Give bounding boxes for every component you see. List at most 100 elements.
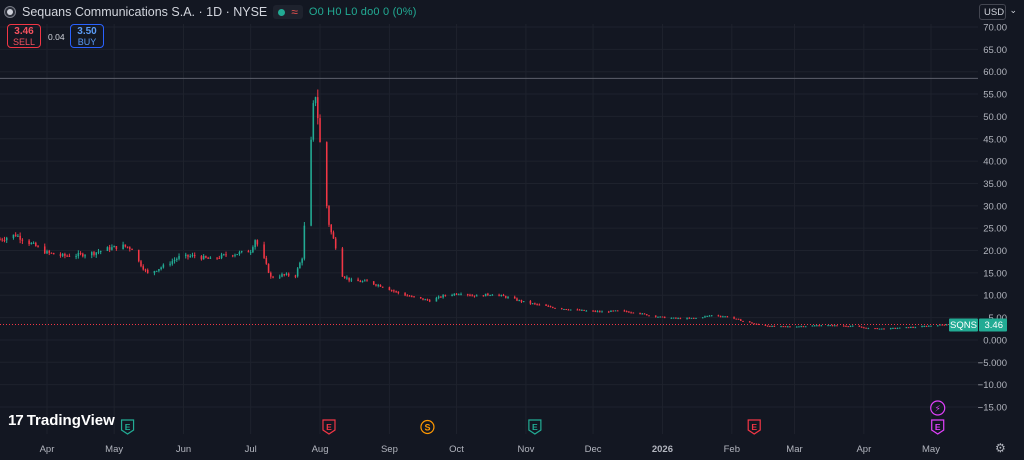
candle-body <box>14 234 17 237</box>
candle-body <box>663 316 666 319</box>
candle-body <box>892 327 894 329</box>
x-tick-label: May <box>922 444 940 455</box>
candle-body <box>388 287 391 291</box>
candle-body <box>317 97 319 119</box>
candle-body <box>766 325 769 327</box>
candle-body <box>598 311 601 313</box>
candle-body <box>162 264 165 268</box>
x-tick-label: May <box>105 444 123 455</box>
candle-body <box>249 252 252 254</box>
candle-body <box>50 252 53 254</box>
candle-body <box>583 309 585 311</box>
candle-body <box>379 284 382 287</box>
candle-body <box>359 281 362 283</box>
candle-body <box>880 328 883 330</box>
candle-body <box>84 255 86 257</box>
tradingview-logo[interactable]: 17 TradingView <box>8 412 115 429</box>
candle-body <box>66 255 68 257</box>
event-marker-earnings <box>120 419 135 435</box>
candle-body <box>90 252 93 256</box>
candle-body <box>256 240 259 245</box>
x-tick-label: Apr <box>40 444 55 455</box>
candle-body <box>202 255 205 260</box>
candle-body <box>397 291 400 294</box>
candle-body <box>795 326 798 328</box>
candle-body <box>845 325 847 327</box>
candle-body <box>348 277 350 281</box>
candle-body <box>95 252 98 255</box>
candle-body <box>30 243 33 245</box>
candle-body <box>773 325 776 327</box>
candle-body <box>925 326 928 328</box>
y-tick-label: 35.00 <box>983 179 1007 190</box>
candle-body <box>659 316 661 318</box>
candle-body <box>332 232 335 239</box>
candle-body <box>59 254 62 256</box>
candle-body <box>303 225 306 259</box>
candle-body <box>238 252 241 255</box>
candle-body <box>126 246 129 248</box>
status-pill[interactable]: ≈ <box>273 5 303 19</box>
candle-body <box>905 327 908 329</box>
candle-body <box>124 244 127 247</box>
symbol-title[interactable]: Sequans Communications S.A. · 1D · NYSE <box>22 5 268 19</box>
candle-body <box>625 310 628 312</box>
buy-button[interactable]: 3.50 BUY <box>70 24 104 48</box>
y-tick-label: 15.00 <box>983 268 1007 279</box>
sell-button[interactable]: 3.46 SELL <box>7 24 41 48</box>
candle-body <box>350 279 353 281</box>
candle-body <box>406 295 409 297</box>
candle-body <box>32 242 35 244</box>
currency-select[interactable]: USD <box>979 2 1017 20</box>
candle-body <box>428 300 431 302</box>
settings-gear-icon[interactable]: ⚙ <box>995 441 1006 455</box>
candle-body <box>207 257 209 259</box>
candle-body <box>310 139 312 226</box>
candle-body <box>408 295 411 297</box>
candle-body <box>751 322 753 324</box>
candle-body <box>831 325 834 327</box>
time-axis: Apr May Jun Jul Aug Sep Oct Nov Dec 2026 Feb Mar Apr… <box>40 444 941 455</box>
candle-body <box>404 293 406 296</box>
candle-body <box>547 305 550 307</box>
candle-body <box>585 310 588 312</box>
candle-body <box>782 326 785 328</box>
candle-body <box>939 324 941 326</box>
candle-body <box>489 295 491 297</box>
candle-body <box>672 317 675 319</box>
candle-body <box>99 250 102 252</box>
candle-body <box>784 326 787 328</box>
candle-body <box>739 319 742 321</box>
candle-body <box>129 247 131 249</box>
candle-body <box>818 325 820 327</box>
candle-body <box>225 254 227 256</box>
candle-body <box>874 328 876 330</box>
candle-body <box>424 299 427 301</box>
candle-body <box>820 325 823 327</box>
candle-body <box>236 254 239 256</box>
candle-body <box>945 324 948 326</box>
candle-body <box>395 291 397 293</box>
candle-body <box>930 325 932 327</box>
candle-body <box>520 300 523 302</box>
candle-body <box>923 326 926 328</box>
candle-body <box>341 248 344 277</box>
x-tick-label: Aug <box>312 444 329 455</box>
candle-body <box>46 251 48 254</box>
candle-body <box>578 309 581 311</box>
candle-body <box>757 324 760 326</box>
candle-body <box>737 318 740 320</box>
candle-body <box>717 315 720 317</box>
last-price-label-bg <box>979 318 1007 332</box>
candle-body <box>106 247 109 251</box>
candle-body <box>1 239 4 241</box>
candle-body <box>357 279 359 282</box>
candle-body <box>907 327 910 329</box>
candle-body <box>377 284 380 286</box>
y-tick-label: 25.00 <box>983 224 1007 235</box>
tradingview-logo-text: TradingView <box>26 412 115 429</box>
candle-body <box>505 296 507 298</box>
candle-body <box>941 324 943 326</box>
y-tick-label: 30.00 <box>983 201 1007 212</box>
